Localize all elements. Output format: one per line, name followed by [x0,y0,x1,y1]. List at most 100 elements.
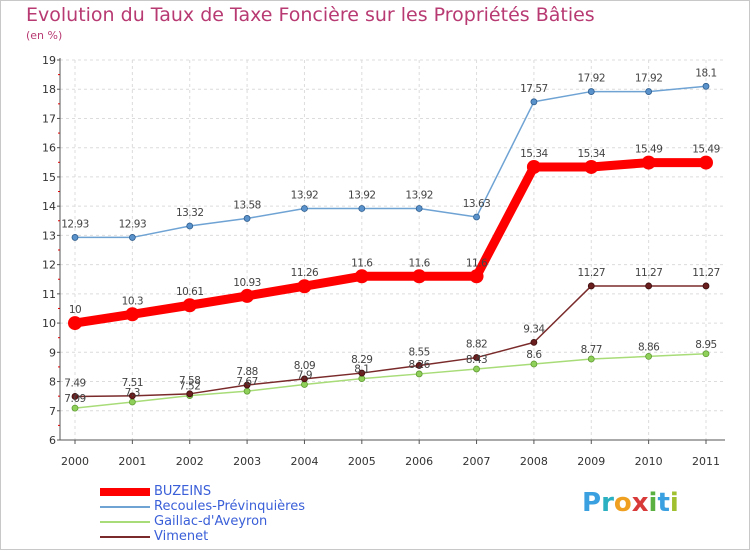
data-label: 15.49 [692,144,720,156]
data-label: 7.88 [236,366,257,378]
data-label: 11.27 [635,267,663,279]
data-label: 8.29 [351,354,372,366]
data-label: 17.92 [577,73,605,85]
x-tick-label: 2011 [692,455,720,468]
data-label: 11.6 [351,257,373,269]
chart-legend: BUZEINS Recoules-Prévinquières Gaillac-d… [100,484,360,545]
data-label: 7.51 [122,377,143,389]
data-point [530,98,538,106]
data-label: 11.6 [408,257,430,269]
data-label: 17.92 [635,73,663,85]
data-point [358,369,366,377]
data-label: 15.49 [635,144,663,156]
data-point [358,205,366,212]
data-point [584,159,599,174]
data-label: 13.92 [291,189,319,201]
data-point [301,381,308,388]
y-tick-label: 7 [49,405,56,418]
data-point [415,370,423,378]
data-label: 7.49 [64,377,85,389]
data-label: 13.63 [463,198,491,210]
y-tick-label: 18 [42,83,56,96]
logo-letter: r [601,488,614,518]
x-tick-label: 2004 [290,455,318,468]
legend-label: BUZEINS [154,484,212,499]
data-label: 9.34 [523,323,545,335]
data-point [182,298,197,313]
data-label: 8.43 [466,354,487,366]
data-point [473,365,480,373]
y-tick-label: 8 [49,376,56,389]
data-point [128,392,136,400]
data-label: 11.27 [692,267,720,279]
x-tick-label: 2010 [635,455,663,468]
data-point [128,398,136,406]
y-tick-label: 13 [42,229,56,242]
data-point [186,390,194,398]
data-label: 8.77 [581,344,602,356]
logo-letter: P [582,488,602,518]
x-tick-label: 2003 [233,455,261,468]
data-point [530,338,538,346]
logo-letter: t [657,488,670,518]
data-label: 11.27 [577,267,605,279]
data-point [415,362,423,369]
x-tick-label: 2007 [463,455,491,468]
data-point [587,88,595,95]
data-label: 7.9 [297,369,312,381]
data-label: 8.95 [695,339,716,351]
data-label: 7.52 [179,381,200,393]
data-point [297,279,312,294]
data-point [645,282,653,290]
data-point [641,155,656,170]
y-tick-label: 12 [42,259,56,272]
data-point [186,222,194,230]
legend-label: Vimenet [154,529,209,544]
data-point [699,155,713,170]
x-tick-label: 2005 [348,455,376,468]
y-tick-label: 19 [42,54,56,67]
legend-label: Recoules-Prévinquières [154,499,306,514]
data-label: 12.93 [61,218,89,230]
legend-label: Gaillac-d'Aveyron [154,514,268,529]
data-point [412,269,427,284]
data-point [415,205,423,212]
x-tick-label: 2002 [176,455,204,468]
data-label: 8.86 [638,341,660,353]
data-label: 8.1 [354,364,369,376]
data-point [702,350,710,358]
data-label: 10 [69,304,81,316]
data-point [243,215,251,222]
legend-item-gaillac: Gaillac-d'Aveyron [100,514,360,530]
data-label: 13.92 [348,189,376,201]
series-line-2 [74,353,707,409]
data-point [71,404,79,412]
data-label: 13.92 [405,189,433,201]
x-tick-label: 2001 [118,455,146,468]
data-label: 13.58 [233,199,261,211]
x-tick-label: 2008 [520,455,548,468]
data-label: 8.82 [466,339,487,351]
data-point [358,375,366,383]
data-label: 10.3 [122,295,143,307]
data-point [71,234,79,241]
y-tick-label: 16 [42,142,56,155]
data-point [240,288,255,303]
legend-item-buzeins: BUZEINS [100,484,360,500]
y-tick-label: 6 [49,434,56,447]
data-label: 13.32 [176,207,204,219]
data-label: 8.26 [408,359,430,371]
logo-letter: i [669,488,679,518]
data-point [702,282,710,290]
logo-letter: o [613,488,632,518]
data-point [469,269,484,284]
data-label: 8.09 [294,360,315,372]
data-point [301,375,308,383]
legend-item-recoules: Recoules-Prévinquières [100,499,360,515]
data-point [301,205,308,212]
data-point [702,82,710,90]
data-label: 8.6 [526,349,542,361]
x-tick-label: 2006 [405,455,433,468]
data-label: 18.1 [695,67,716,79]
